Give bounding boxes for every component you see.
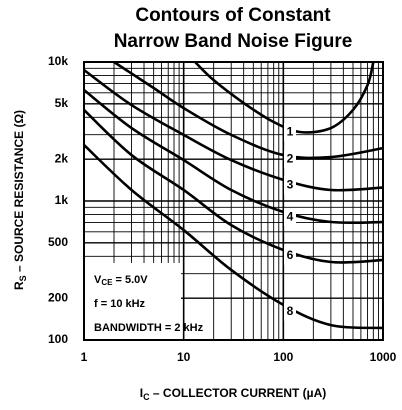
- x-tick-label: 100: [273, 350, 293, 364]
- y-axis-label: RS – SOURCE RESISTANCE (Ω): [12, 110, 28, 290]
- plot-frame: [83, 61, 384, 341]
- annotation: VCE = 5.0V: [94, 274, 148, 287]
- y-tick-label: 200: [48, 290, 68, 304]
- y-tick-label: 10k: [48, 54, 68, 68]
- annotation-part: BANDWIDTH = 2 kHz: [94, 322, 204, 334]
- annotation-part: CE: [101, 278, 113, 287]
- y-tick-label: 100: [48, 332, 68, 346]
- contour-line: [83, 108, 384, 264]
- contour-label: 4: [287, 210, 294, 224]
- x-tick-label: 10: [177, 350, 191, 364]
- annotation: BANDWIDTH = 2 kHz: [94, 322, 204, 334]
- contour-line: [113, 60, 384, 160]
- x-tick-label: 1000: [370, 350, 397, 364]
- contour-label-bg: [284, 246, 296, 265]
- contour-label: 8: [287, 304, 294, 318]
- contour-line: [83, 88, 384, 225]
- x-axis-label: IC – COLLECTOR CURRENT (µA): [140, 386, 327, 402]
- contour-label-bg: [284, 302, 296, 321]
- contour-label: 6: [287, 248, 294, 262]
- contour-label-bg: [284, 176, 296, 195]
- contour-label-bg: [284, 208, 296, 227]
- x-label-part: I: [140, 386, 143, 400]
- annotation: f = 10 kHz: [94, 298, 146, 310]
- y-tick-label: 2k: [55, 151, 69, 165]
- chart-title: Contours of Constant: [135, 5, 331, 26]
- contour-label-bg: [284, 150, 296, 169]
- contour-label: 2: [287, 152, 294, 166]
- contour-label: 1: [287, 124, 294, 138]
- annotation-box: [85, 263, 181, 339]
- annotation-part: V: [94, 274, 102, 286]
- y-tick-label: 1k: [55, 193, 69, 207]
- contour-label: 3: [287, 177, 294, 191]
- contour-line: [83, 144, 384, 330]
- y-label-part: R: [12, 281, 26, 290]
- y-label-part: – SOURCE RESISTANCE (Ω): [12, 110, 26, 275]
- chart-title: Narrow Band Noise Figure: [114, 31, 353, 52]
- annotation-part: = 5.0V: [112, 274, 148, 286]
- contour-line: [83, 68, 384, 192]
- contour-label-bg: [284, 123, 296, 142]
- annotation-part: f = 10 kHz: [94, 298, 146, 310]
- x-tick-label: 1: [81, 350, 88, 364]
- x-label-part: C: [143, 392, 150, 402]
- y-tick-label: 5k: [55, 96, 69, 110]
- y-label-part: S: [18, 275, 28, 281]
- y-tick-label: 500: [48, 235, 68, 249]
- contour-line: [194, 61, 375, 134]
- x-label-part: – COLLECTOR CURRENT (µA): [150, 386, 327, 400]
